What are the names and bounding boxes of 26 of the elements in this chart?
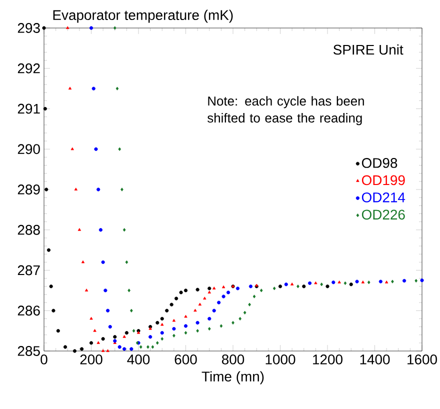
annotation: SPIRE Unit <box>333 44 404 55</box>
legend-label: OD98 <box>362 158 398 168</box>
legend-label: OD214 <box>362 192 406 202</box>
x-tick-label: 800 <box>222 354 244 364</box>
legend-label: OD199 <box>362 175 405 186</box>
y-axis-title: Evaporator temperature (mK) <box>53 10 233 23</box>
y-tick-label: 285 <box>18 346 40 356</box>
y-tick-label: 288 <box>18 224 40 235</box>
x-tick-label: 1200 <box>313 354 342 364</box>
y-tick-label: 292 <box>18 63 40 74</box>
x-axis-title: Time (mn) <box>202 371 264 384</box>
y-tick-label: 291 <box>18 104 40 114</box>
y-tick-label: 293 <box>18 23 40 33</box>
x-tick-label: 0 <box>40 354 48 364</box>
y-tick-label: 287 <box>18 265 40 276</box>
y-tick-label: 290 <box>18 144 40 154</box>
legend-label: OD226 <box>362 210 405 220</box>
x-tick-label: 1600 <box>408 354 437 364</box>
x-tick-label: 1400 <box>360 354 390 364</box>
y-tick-label: 289 <box>18 184 40 194</box>
x-tick-label: 200 <box>80 354 102 364</box>
x-tick-label: 400 <box>127 354 150 364</box>
x-tick-label: 1000 <box>266 354 296 364</box>
y-tick-label: 286 <box>18 306 40 316</box>
annotation: Note: each cycle has been shifted to ease the reading <box>208 96 364 126</box>
x-tick-label: 600 <box>174 354 197 364</box>
